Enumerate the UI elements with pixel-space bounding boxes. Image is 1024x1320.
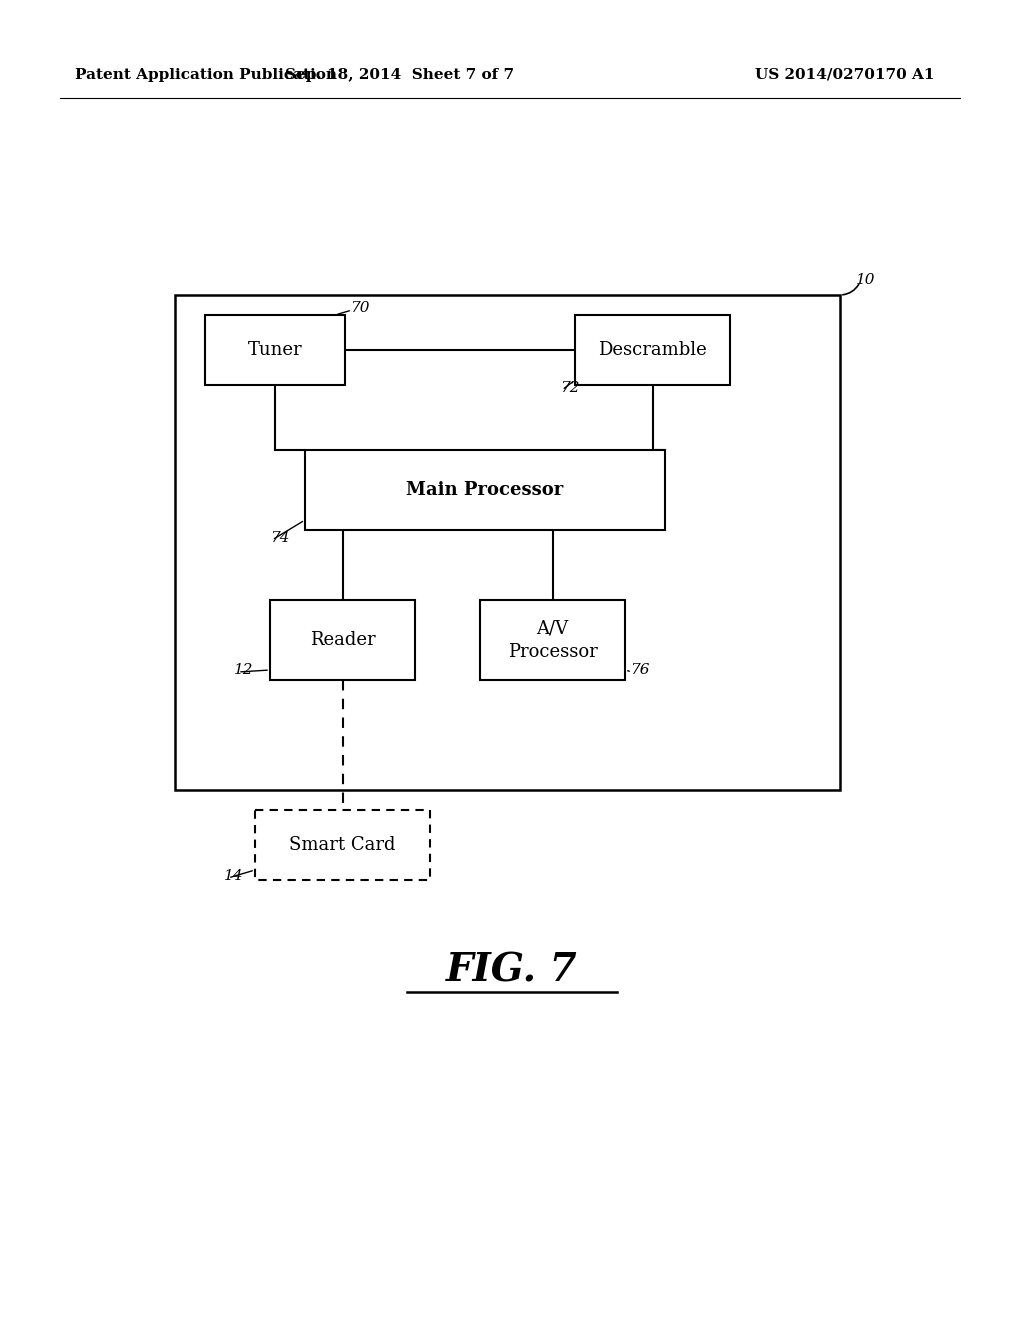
Text: Reader: Reader [309,631,376,649]
Text: Sep. 18, 2014  Sheet 7 of 7: Sep. 18, 2014 Sheet 7 of 7 [286,69,515,82]
Text: Descramble: Descramble [598,341,707,359]
Text: Patent Application Publication: Patent Application Publication [75,69,337,82]
Bar [175,294,840,789]
Bar [270,601,415,680]
Text: Tuner: Tuner [248,341,302,359]
Text: A/V
Processor: A/V Processor [508,619,597,661]
Text: 12: 12 [234,663,254,677]
Bar [205,315,345,385]
Text: 14: 14 [224,869,244,883]
Text: 74: 74 [270,531,290,545]
Bar [305,450,665,531]
Bar [255,810,430,880]
Text: 10: 10 [856,273,876,286]
Bar [480,601,625,680]
Bar [575,315,730,385]
Text: Smart Card: Smart Card [289,836,395,854]
Text: 72: 72 [560,381,580,395]
Text: US 2014/0270170 A1: US 2014/0270170 A1 [755,69,935,82]
Text: FIG. 7: FIG. 7 [446,950,578,989]
Text: 76: 76 [630,663,649,677]
Text: 70: 70 [350,301,370,315]
Text: Main Processor: Main Processor [407,480,563,499]
